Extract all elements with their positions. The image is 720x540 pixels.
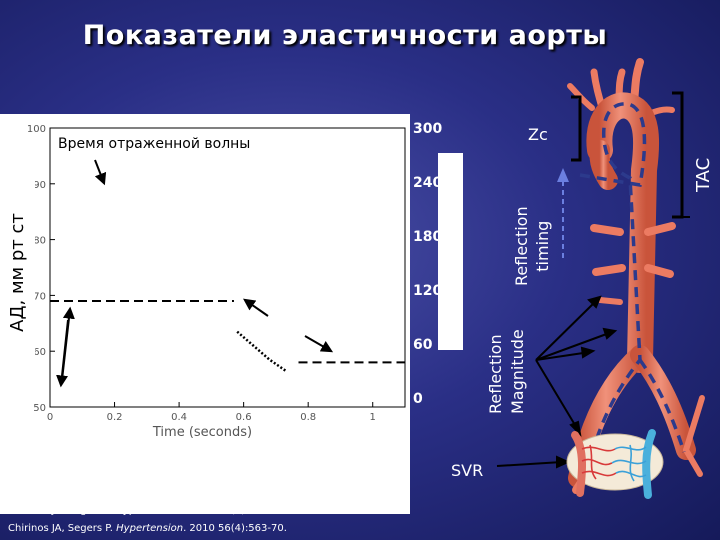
- y-tick-label: 90: [33, 180, 46, 191]
- annotation-arrow: [304, 335, 334, 353]
- annotation-arrow: [61, 306, 75, 381]
- annotation-arrow: [243, 298, 269, 317]
- y-tick-label: 50: [33, 403, 46, 414]
- y-axis-label-box: АД, мм рт ст: [0, 165, 35, 380]
- y-tick-label: 80: [33, 236, 46, 247]
- citation-1: Chirinos JA, Segers P. Hypertension 2010…: [8, 505, 288, 516]
- right-axis-tick-label: 300: [413, 121, 443, 137]
- plot-area: [49, 127, 406, 408]
- zc-label: Zc: [528, 125, 548, 144]
- aorta-illustration: [496, 58, 705, 494]
- x-tick-label: 0: [47, 412, 53, 423]
- chart: 0 0.2 0.4 0.6 0.8 1 50 60 70 80 90 100 Time (seconds…: [27, 124, 406, 440]
- y-tick-label: 60: [33, 347, 46, 358]
- x-tick-label: 0.8: [300, 412, 316, 423]
- reflection-timing-label: Reflection timing: [512, 206, 552, 286]
- x-tick-label: 1: [370, 412, 376, 423]
- right-axis-tick-label: 180: [413, 229, 443, 245]
- x-tick-label: 0.6: [236, 412, 252, 423]
- x-axis-title: Time (seconds): [152, 425, 252, 440]
- series-line-1: [236, 330, 287, 372]
- right-axis-tick-label: 0: [413, 391, 423, 407]
- y-tick-label: 70: [33, 291, 46, 302]
- x-tick-label: 0.2: [107, 412, 123, 423]
- citation-2: Chirinos JA, Segers P. Hypertension. 201…: [8, 523, 287, 534]
- annotation-arrow: [94, 159, 107, 186]
- capillary-illustration: [566, 429, 664, 499]
- curve-annotation: Время отраженной волны: [58, 136, 251, 152]
- y-axis-label: АД, мм рт ст: [7, 213, 28, 332]
- y-tick-label: 100: [27, 124, 46, 135]
- slide-title: Показатели эластичности аорты: [82, 20, 608, 51]
- svr-label: SVR: [451, 461, 484, 480]
- right-axis-tick-label: 240: [413, 175, 443, 191]
- x-tick-label: 0.4: [171, 412, 187, 423]
- reflection-magnitude-label: Reflection Magnitude: [486, 329, 527, 414]
- tac-label: TAC: [693, 157, 714, 192]
- right-axis-tick-label: 120: [413, 283, 443, 299]
- legend-panel: [438, 153, 463, 350]
- right-axis-tick-label: 60: [413, 337, 433, 353]
